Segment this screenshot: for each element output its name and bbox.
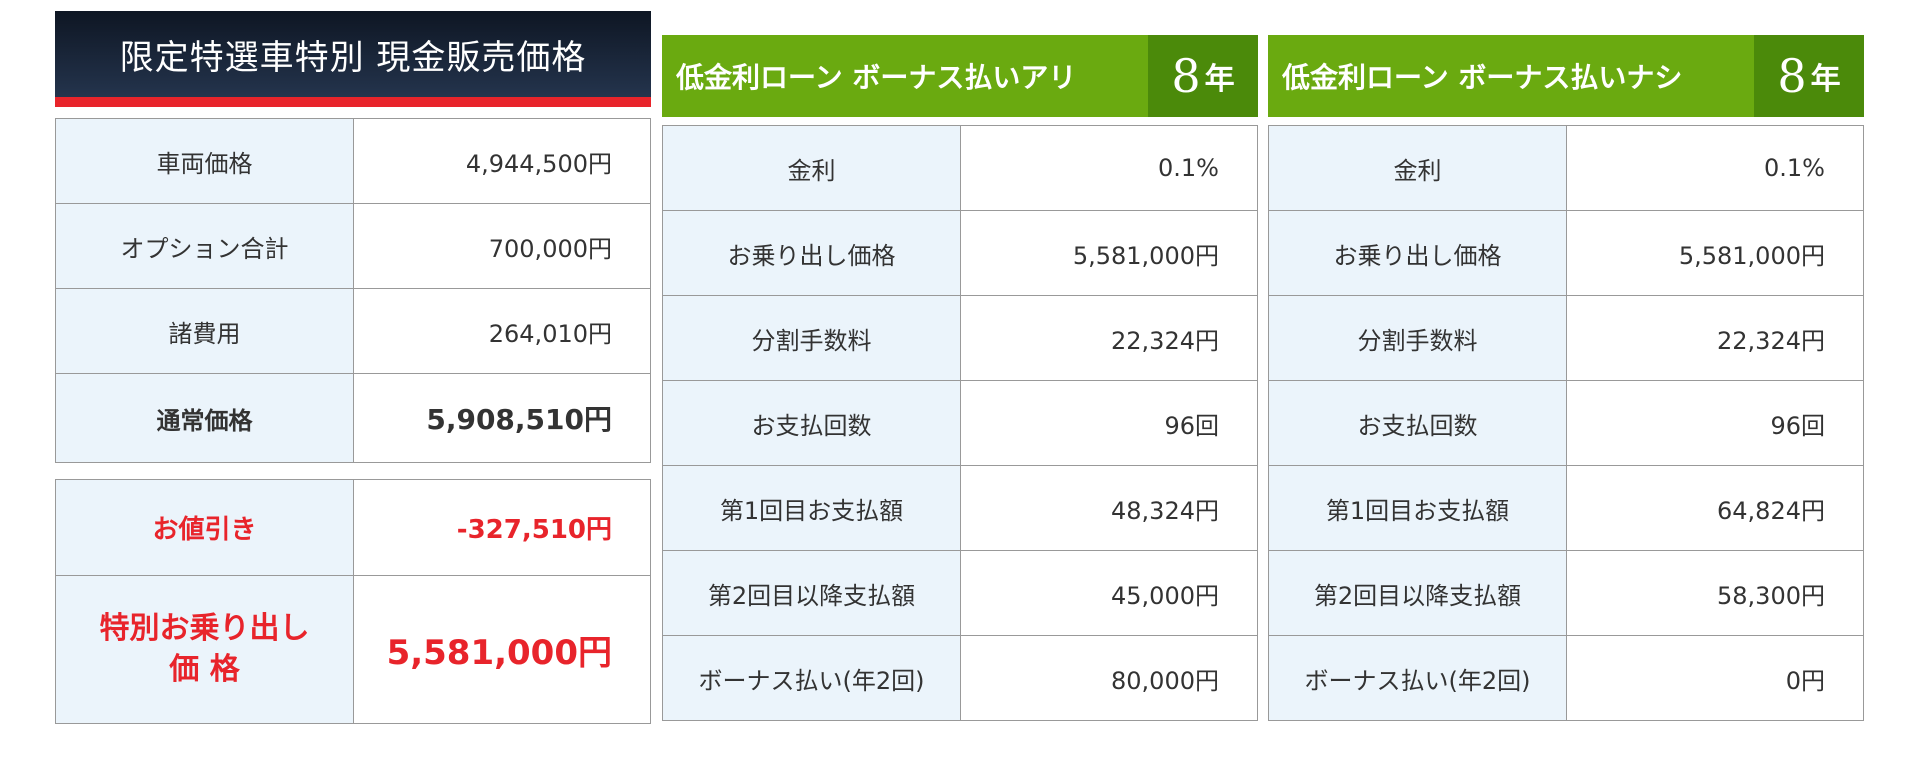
cash-price-panel: 限定特選車特別 現金販売価格 車両価格 4,944,500円 オプション合計 7… bbox=[55, 11, 651, 724]
table-row: ボーナス払い(年2回) 80,000円 bbox=[662, 635, 1258, 721]
special-price-value: 5,581,000円 bbox=[353, 575, 651, 724]
row-value: 5,581,000円 bbox=[1566, 210, 1864, 296]
row-value: 264,010円 bbox=[353, 288, 651, 374]
table-row: オプション合計 700,000円 bbox=[55, 203, 651, 289]
normal-price-row: 通常価格 5,908,510円 bbox=[55, 373, 651, 463]
loan-header: 低金利ローン ボーナス払いアリ 8 年 bbox=[662, 35, 1258, 117]
row-label: お支払回数 bbox=[662, 380, 961, 466]
cash-price-title: 限定特選車特別 現金販売価格 bbox=[55, 11, 651, 107]
table-row: 第1回目お支払額 48,324円 bbox=[662, 465, 1258, 551]
row-value: 96回 bbox=[960, 380, 1258, 466]
row-value: 22,324円 bbox=[1566, 295, 1864, 381]
row-value: 4,944,500円 bbox=[353, 118, 651, 204]
table-row: お支払回数 96回 bbox=[662, 380, 1258, 466]
loan-plan-without-bonus: 低金利ローン ボーナス払いナシ 8 年 金利 0.1% お乗り出し価格 5,581,… bbox=[1268, 35, 1864, 721]
special-price-label: 特別お乗り出し 価 格 bbox=[55, 575, 354, 724]
row-value: 0.1% bbox=[1566, 125, 1864, 211]
row-label: ボーナス払い(年2回) bbox=[662, 635, 961, 721]
cash-price-table: 車両価格 4,944,500円 オプション合計 700,000円 諸費用 264… bbox=[55, 118, 651, 463]
row-label: オプション合計 bbox=[55, 203, 354, 289]
row-value: 64,824円 bbox=[1566, 465, 1864, 551]
table-row: ボーナス払い(年2回) 0円 bbox=[1268, 635, 1864, 721]
row-label: 金利 bbox=[1268, 125, 1567, 211]
discount-label: お値引き bbox=[55, 479, 354, 576]
row-value: 48,324円 bbox=[960, 465, 1258, 551]
loan-title: 低金利ローン ボーナス払いナシ bbox=[1282, 61, 1683, 94]
row-label: 分割手数料 bbox=[1268, 295, 1567, 381]
loan-term-number: 8 bbox=[1171, 49, 1201, 103]
table-row: 車両価格 4,944,500円 bbox=[55, 118, 651, 204]
row-label: 第1回目お支払額 bbox=[1268, 465, 1567, 551]
normal-price-label: 通常価格 bbox=[55, 373, 354, 463]
loan-title: 低金利ローン ボーナス払いアリ bbox=[676, 61, 1077, 94]
row-value: 5,581,000円 bbox=[960, 210, 1258, 296]
special-price-label-line1: 特別お乗り出し bbox=[99, 611, 310, 646]
loan-plan-with-bonus: 低金利ローン ボーナス払いアリ 8 年 金利 0.1% お乗り出し価格 5,581,… bbox=[662, 35, 1258, 721]
table-row: 金利 0.1% bbox=[662, 125, 1258, 211]
loan-header: 低金利ローン ボーナス払いナシ 8 年 bbox=[1268, 35, 1864, 117]
table-row: 金利 0.1% bbox=[1268, 125, 1864, 211]
table-row: 第2回目以降支払額 58,300円 bbox=[1268, 550, 1864, 636]
special-price-table: お値引き -327,510円 特別お乗り出し 価 格 5,581,000円 bbox=[55, 479, 651, 724]
table-row: 諸費用 264,010円 bbox=[55, 288, 651, 374]
row-value: 0.1% bbox=[960, 125, 1258, 211]
row-label: お乗り出し価格 bbox=[1268, 210, 1567, 296]
row-value: 96回 bbox=[1566, 380, 1864, 466]
row-label: 第2回目以降支払額 bbox=[1268, 550, 1567, 636]
table-row: お乗り出し価格 5,581,000円 bbox=[662, 210, 1258, 296]
row-label: 金利 bbox=[662, 125, 961, 211]
table-row: 第1回目お支払額 64,824円 bbox=[1268, 465, 1864, 551]
table-row: 分割手数料 22,324円 bbox=[662, 295, 1258, 381]
row-label: 第2回目以降支払額 bbox=[662, 550, 961, 636]
table-row: お支払回数 96回 bbox=[1268, 380, 1864, 466]
loan-table: 金利 0.1% お乗り出し価格 5,581,000円 分割手数料 22,324円 お支… bbox=[662, 125, 1258, 721]
row-value: 45,000円 bbox=[960, 550, 1258, 636]
row-label: お乗り出し価格 bbox=[662, 210, 961, 296]
discount-value: -327,510円 bbox=[353, 479, 651, 576]
row-label: 分割手数料 bbox=[662, 295, 961, 381]
row-value: 700,000円 bbox=[353, 203, 651, 289]
table-row: 分割手数料 22,324円 bbox=[1268, 295, 1864, 381]
special-price-label-line2: 価 格 bbox=[169, 651, 240, 687]
row-value: 0円 bbox=[1566, 635, 1864, 721]
row-value: 22,324円 bbox=[960, 295, 1258, 381]
row-value: 58,300円 bbox=[1566, 550, 1864, 636]
table-row: お乗り出し価格 5,581,000円 bbox=[1268, 210, 1864, 296]
row-label: ボーナス払い(年2回) bbox=[1268, 635, 1567, 721]
row-label: 車両価格 bbox=[55, 118, 354, 204]
table-row: 第2回目以降支払額 45,000円 bbox=[662, 550, 1258, 636]
row-label: 諸費用 bbox=[55, 288, 354, 374]
loan-term-badge: 8 年 bbox=[1148, 35, 1258, 117]
loan-term-unit: 年 bbox=[1204, 62, 1235, 97]
row-value: 80,000円 bbox=[960, 635, 1258, 721]
normal-price-value: 5,908,510円 bbox=[353, 373, 651, 463]
loan-term-unit: 年 bbox=[1810, 62, 1841, 97]
discount-row: お値引き -327,510円 bbox=[55, 479, 651, 576]
row-label: お支払回数 bbox=[1268, 380, 1567, 466]
loan-term-badge: 8 年 bbox=[1754, 35, 1864, 117]
loan-term-number: 8 bbox=[1777, 49, 1807, 103]
loan-table: 金利 0.1% お乗り出し価格 5,581,000円 分割手数料 22,324円 お支… bbox=[1268, 125, 1864, 721]
special-price-row: 特別お乗り出し 価 格 5,581,000円 bbox=[55, 575, 651, 724]
row-label: 第1回目お支払額 bbox=[662, 465, 961, 551]
